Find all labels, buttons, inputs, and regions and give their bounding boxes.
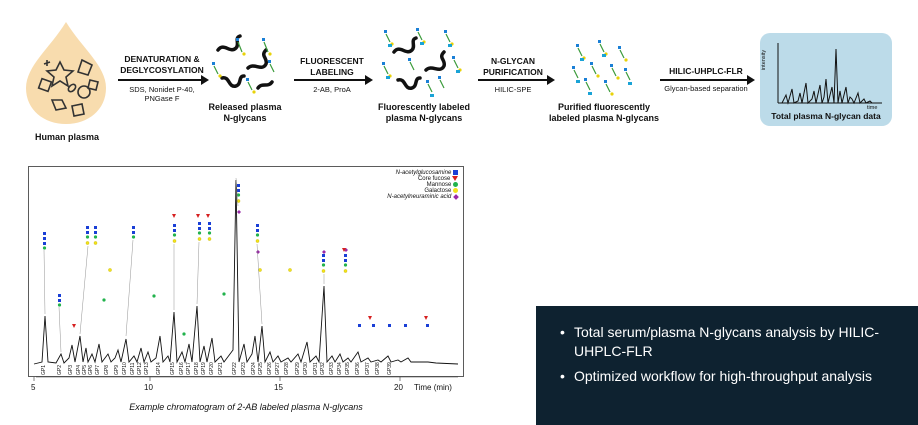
step-1-arrow (118, 79, 202, 81)
labeled-glycans-icon (382, 28, 462, 97)
peak-label-gp24: GP24 (251, 362, 257, 375)
x-tick-10: 10 (144, 383, 153, 392)
peak-label-gp3: GP3 (68, 365, 74, 375)
step-2-arrow (294, 79, 366, 81)
peak-label-gp12: GP12 (137, 362, 143, 375)
peak-label-gp8: GP8 (104, 365, 110, 375)
legend-item-neu5ac: N-acetylneuraminic acid (338, 193, 459, 200)
chromatogram-panel: GP1 GP2 GP3 GP4 GP5 GP6 GP7 GP8 GP9 GP10 GP11 GP12 G… (28, 166, 464, 414)
circle-icon (453, 182, 458, 188)
step-2-arrow-head (365, 75, 373, 85)
square-icon (453, 170, 458, 175)
peak-label-gp9: GP9 (114, 365, 120, 375)
peak-label-gp10: GP10 (122, 362, 128, 375)
peak-label-gp25: GP25 (258, 362, 264, 375)
legend-item-glcnac: N-acetylglucosamine (338, 170, 458, 176)
step-4-sub: Glycan-based separation (664, 84, 748, 93)
step-1-sub: SDS, Nonidet P-40, PNGase F (129, 85, 195, 103)
step-1-arrow-head (201, 75, 209, 85)
peak-label-gp31: GP31 (313, 362, 319, 375)
peak-label-gp37: GP37 (365, 362, 371, 375)
peak-label-gp33: GP33 (329, 362, 335, 375)
step-3-title: N-GLYCAN PURIFICATION (483, 56, 543, 77)
result-chromatogram-icon (777, 43, 882, 105)
step-3-sub: HILIC-SPE (494, 85, 532, 94)
chromatogram-caption: Example chromatogram of 2-AB labeled pla… (129, 402, 363, 412)
peak-label-gp27: GP27 (275, 362, 281, 375)
peak-label-gp34: GP34 (337, 362, 343, 375)
x-axis-label: Time (min) (414, 383, 452, 392)
peak-label-gp7: GP7 (95, 365, 101, 375)
peak-label-gp28: GP28 (284, 362, 290, 375)
purified-glycans-icon (572, 40, 632, 96)
peak-label-gp17: GP17 (186, 362, 192, 375)
peak-label-gp15: GP15 (170, 362, 176, 375)
info-bullets: Total serum/plasma N-glycans analysis by… (560, 323, 900, 392)
result-y-axis-label: intensity (761, 49, 768, 71)
peak-label-gp38: GP38 (375, 362, 381, 375)
peak-label-gp29: GP29 (295, 362, 301, 375)
step-2-sub: 2-AB, ProA (313, 85, 351, 94)
peak-label-gp32: GP32 (320, 362, 326, 375)
circle-icon (453, 188, 458, 194)
peak-label-gp2: GP2 (57, 365, 63, 375)
stage-3-label: Purified fluorescently labeled plasma N-… (548, 102, 660, 123)
step-2-title: FLUORESCENT LABELING (300, 56, 364, 77)
step-3-arrow-head (547, 75, 555, 85)
peak-label-gp11: GP11 (130, 362, 136, 375)
result-label: Total plasma N-glycan data (771, 111, 881, 121)
legend-item-fucose: Core fucose (338, 176, 458, 182)
step-4-arrow-head (747, 75, 755, 85)
peak-label-gp35: GP35 (345, 362, 351, 375)
step-1-title: DENATURATION & DEGLYCOSYLATION (120, 54, 204, 75)
peak-label-gp30: GP30 (303, 362, 309, 375)
peak-label-gp1: GP1 (41, 365, 47, 375)
glycan-legend: N-acetylglucosamine Core fucose Mannose … (338, 170, 459, 200)
released-glycans-icon (212, 34, 275, 94)
peak-label-gp4: GP4 (76, 365, 82, 375)
peak-label-gp16: GP16 (179, 362, 185, 375)
step-4-arrow (660, 79, 748, 81)
peak-label-gp19: GP19 (201, 362, 207, 375)
peak-label-gp6: GP6 (88, 365, 94, 375)
peak-label-gp20: GP20 (209, 362, 215, 375)
chromatogram-plot: GP1 GP2 GP3 GP4 GP5 GP6 GP7 GP8 GP9 GP10 GP11 GP12 G… (28, 166, 464, 381)
x-tick-15: 15 (274, 383, 283, 392)
peak-label-gp21: GP21 (218, 362, 224, 375)
triangle-icon (452, 176, 458, 182)
peak-label-gp23: GP23 (241, 362, 247, 375)
diamond-icon (453, 193, 459, 200)
result-box: intensity time Total plasma N-glycan dat… (760, 33, 892, 126)
legend-item-mannose: Mannose (338, 182, 458, 188)
peak-label-gp36: GP36 (355, 362, 361, 375)
start-label: Human plasma (34, 132, 100, 142)
peak-label-gp18: GP18 (194, 362, 200, 375)
plasma-drop-icon (26, 22, 106, 124)
peak-label-gp39: GP39 (387, 362, 393, 375)
peak-label-gp26: GP26 (267, 362, 273, 375)
x-tick-20: 20 (394, 383, 403, 392)
step-4-title: HILIC-UHPLC-FLR (669, 66, 743, 76)
peak-label-gp5: GP5 (82, 365, 88, 375)
stage-2-label: Fluorescently labeled plasma N-glycans (377, 102, 471, 123)
result-x-axis-label: time (867, 105, 878, 111)
info-bullet-2: Optimized workflow for high-throughput a… (560, 367, 900, 386)
stage-1-label: Released plasma N-glycans (208, 102, 282, 123)
x-tick-5: 5 (31, 383, 36, 392)
peak-label-gp14: GP14 (156, 362, 162, 375)
peak-labels: GP1 GP2 GP3 GP4 GP5 GP6 GP7 GP8 GP9 GP10 GP11 GP12 G… (41, 362, 393, 375)
info-bullet-1: Total serum/plasma N-glycans analysis by… (560, 323, 900, 361)
info-panel: Total serum/plasma N-glycans analysis by… (536, 306, 918, 425)
legend-item-galactose: Galactose (338, 188, 458, 194)
step-3-arrow (478, 79, 548, 81)
peak-label-gp13: GP13 (144, 362, 150, 375)
peak-label-gp22: GP22 (232, 362, 238, 375)
glycan-structures (42, 177, 429, 353)
